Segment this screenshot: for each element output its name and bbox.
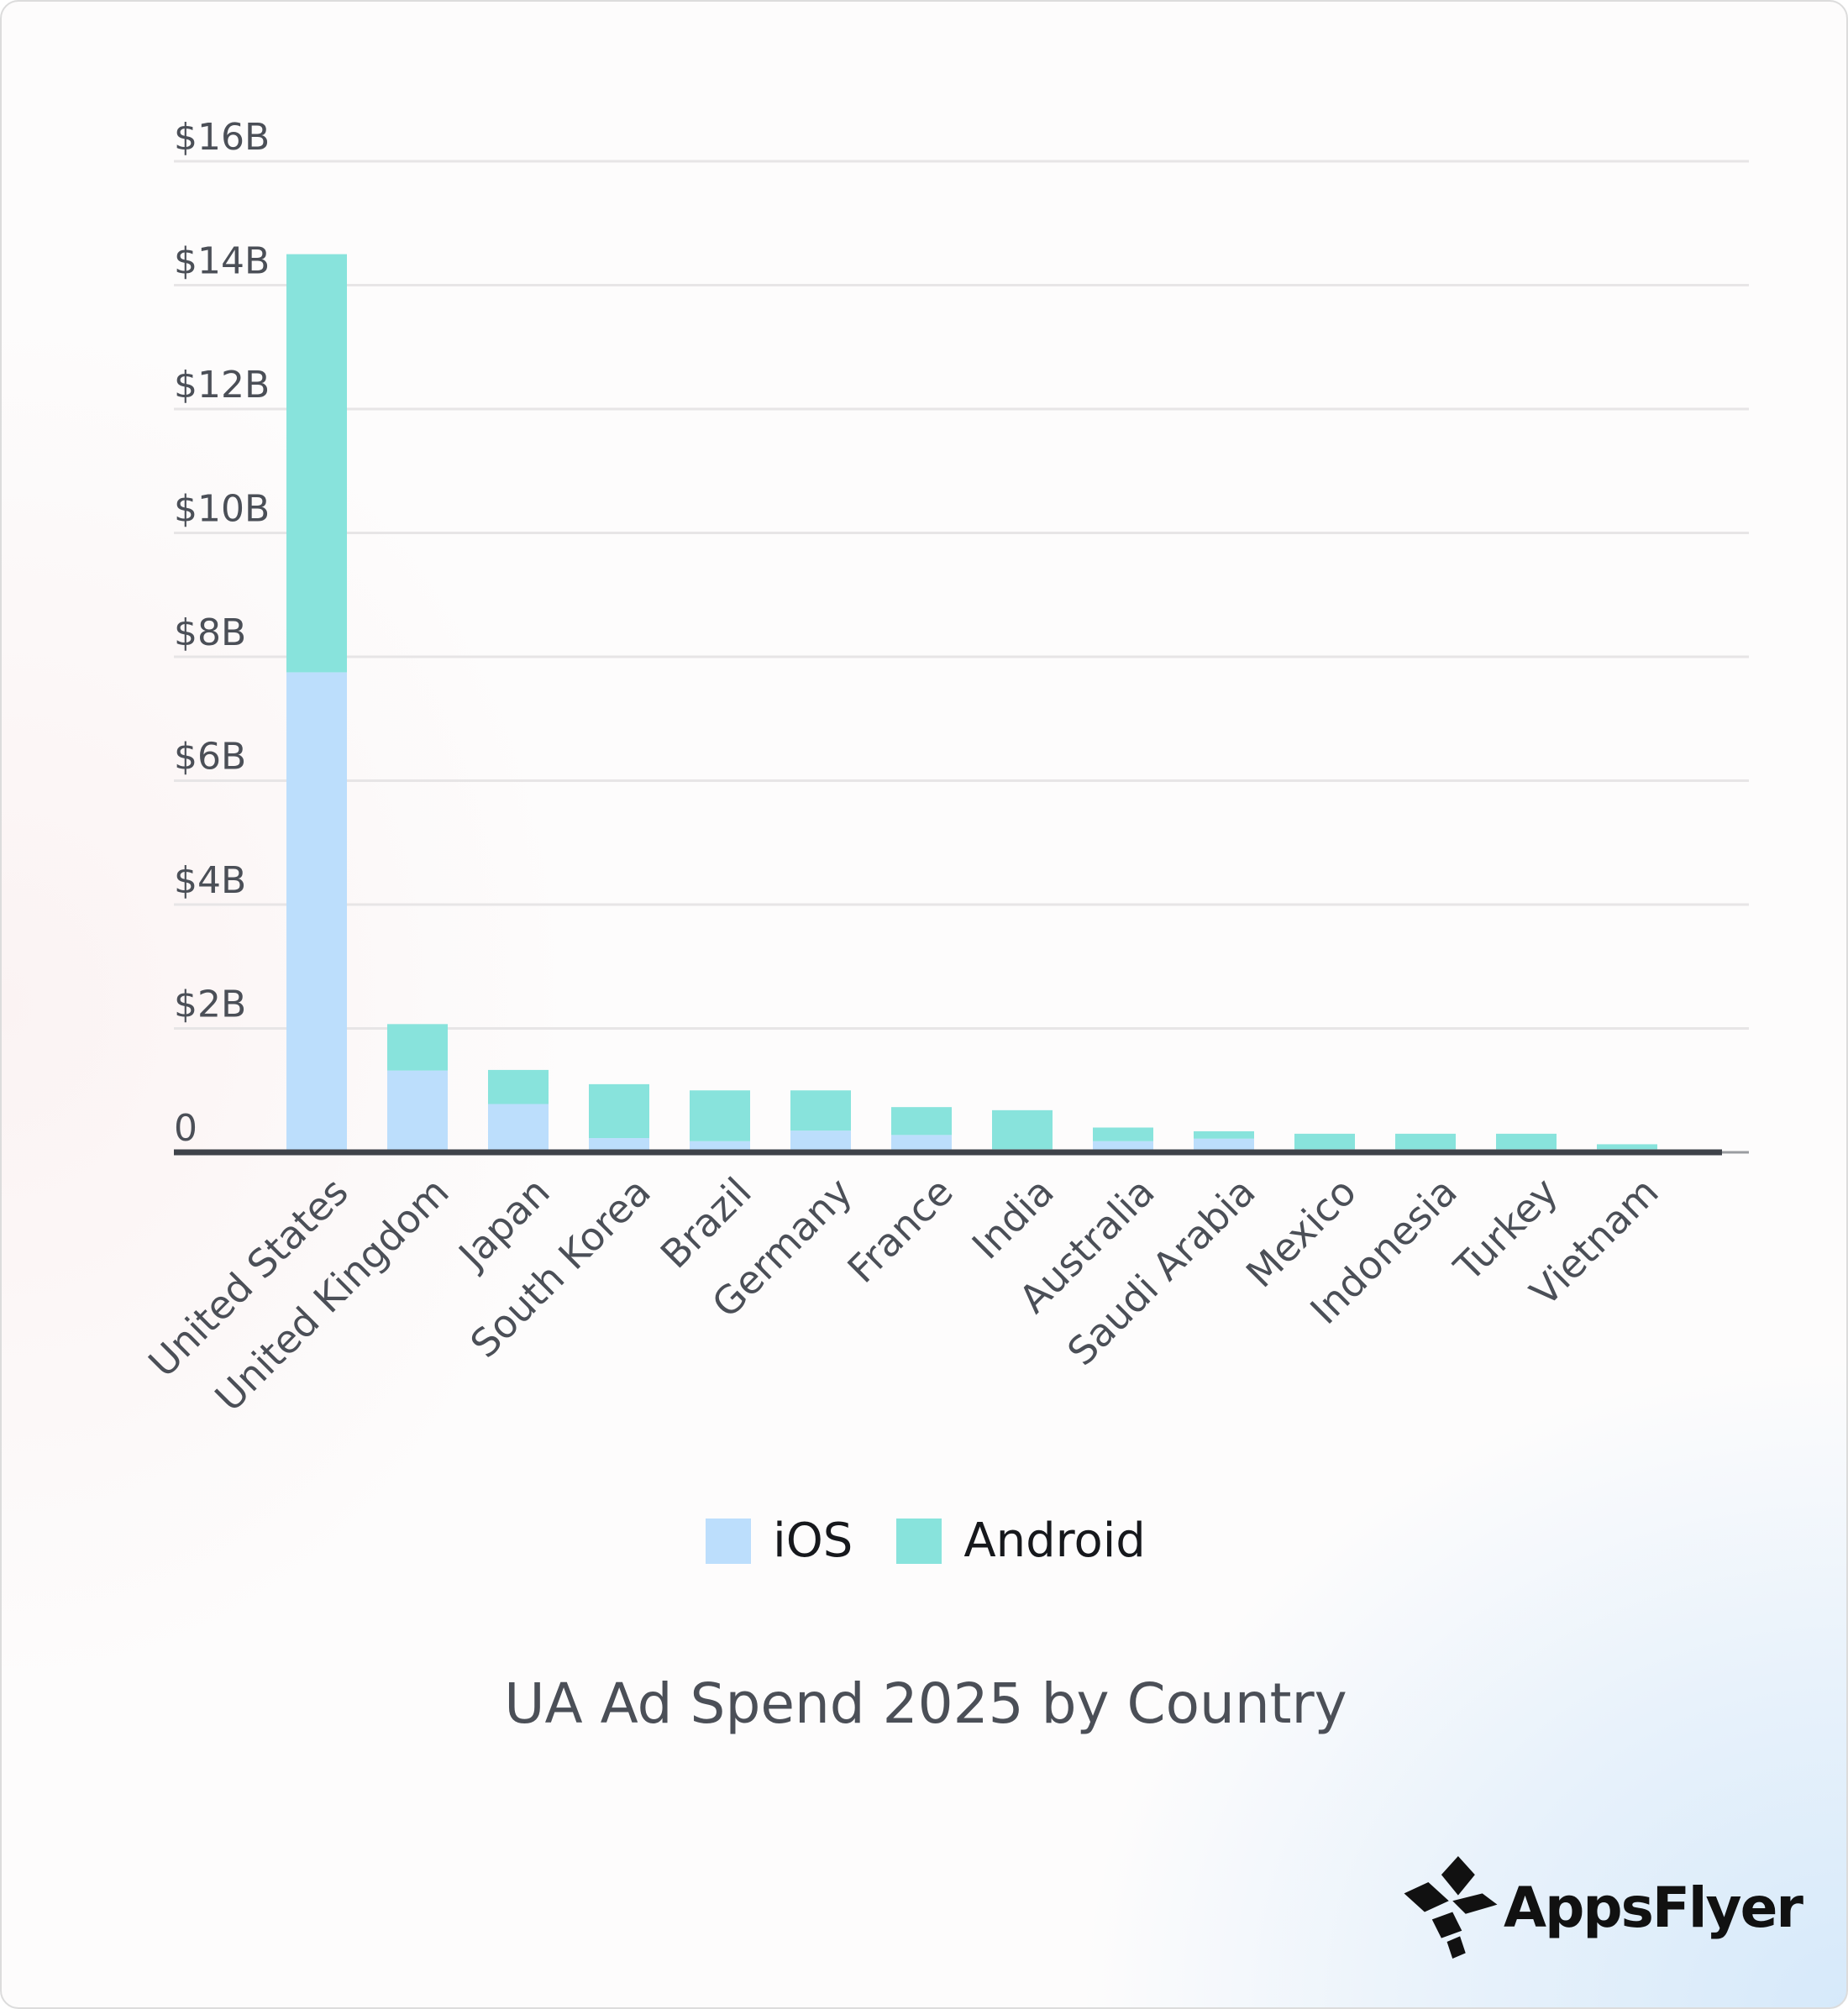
legend-swatch-android [896,1518,942,1564]
y-tick-label: $16B [174,116,270,159]
bar-segment-ios [790,1130,851,1152]
bar-segment-android [992,1109,1053,1150]
bar-segment-android [1395,1133,1456,1150]
bar-segment-ios [286,672,347,1152]
y-tick-label: $14B [174,240,270,283]
x-tick-label: France [838,1169,961,1292]
bar-segment-android [1496,1133,1557,1150]
y-tick-label: $8B [174,611,246,654]
legend: iOS Android [2,1513,1848,1568]
legend-label-android: Android [963,1513,1146,1568]
legend-label-ios: iOS [773,1513,853,1568]
bar-segment-android [1194,1130,1254,1139]
legend-item-ios: iOS [706,1513,853,1568]
y-axis-tick-labels: 0 $2B $4B $6B $8B $10B $12B $14B $16B [174,116,270,1150]
bar-segment-android [589,1083,649,1139]
y-tick-label: $6B [174,736,246,779]
bar-segment-android [1294,1133,1355,1150]
bar-segment-android [690,1090,750,1141]
y-tick-label: $10B [174,488,270,531]
grid-lines [174,160,1749,1030]
bar-segment-ios [488,1104,549,1152]
y-tick-label: $4B [174,859,246,902]
stacked-bar-chart: 0 $2B $4B $6B $8B $10B $12B $14B $16B United Sta… [139,116,1749,1420]
bar-segment-android [488,1069,549,1104]
appsflyer-brand: AppsFlyer [1403,1856,1803,1959]
legend-swatch-ios [706,1518,752,1564]
bar-segment-android [286,254,347,673]
bar-segment-ios [1194,1138,1254,1152]
chart-title: UA Ad Spend 2025 by Country [504,1671,1347,1736]
y-tick-label: $12B [174,364,270,407]
y-tick-label: 0 [174,1107,197,1150]
bar-segment-android [387,1024,448,1071]
bar-segment-android [1597,1144,1657,1150]
bar-segment-ios [891,1135,952,1152]
bars [286,254,1657,1152]
appsflyer-wordmark: AppsFlyer [1504,1875,1803,1940]
bar-segment-android [790,1090,851,1131]
bar-segment-ios [387,1070,448,1152]
bar-segment-android [891,1107,952,1136]
y-tick-label: $2B [174,984,246,1026]
bar-segment-ios [589,1138,649,1152]
appsflyer-logo-icon [1404,1856,1498,1959]
bar-segment-android [1093,1127,1153,1141]
legend-item-android: Android [896,1513,1146,1568]
